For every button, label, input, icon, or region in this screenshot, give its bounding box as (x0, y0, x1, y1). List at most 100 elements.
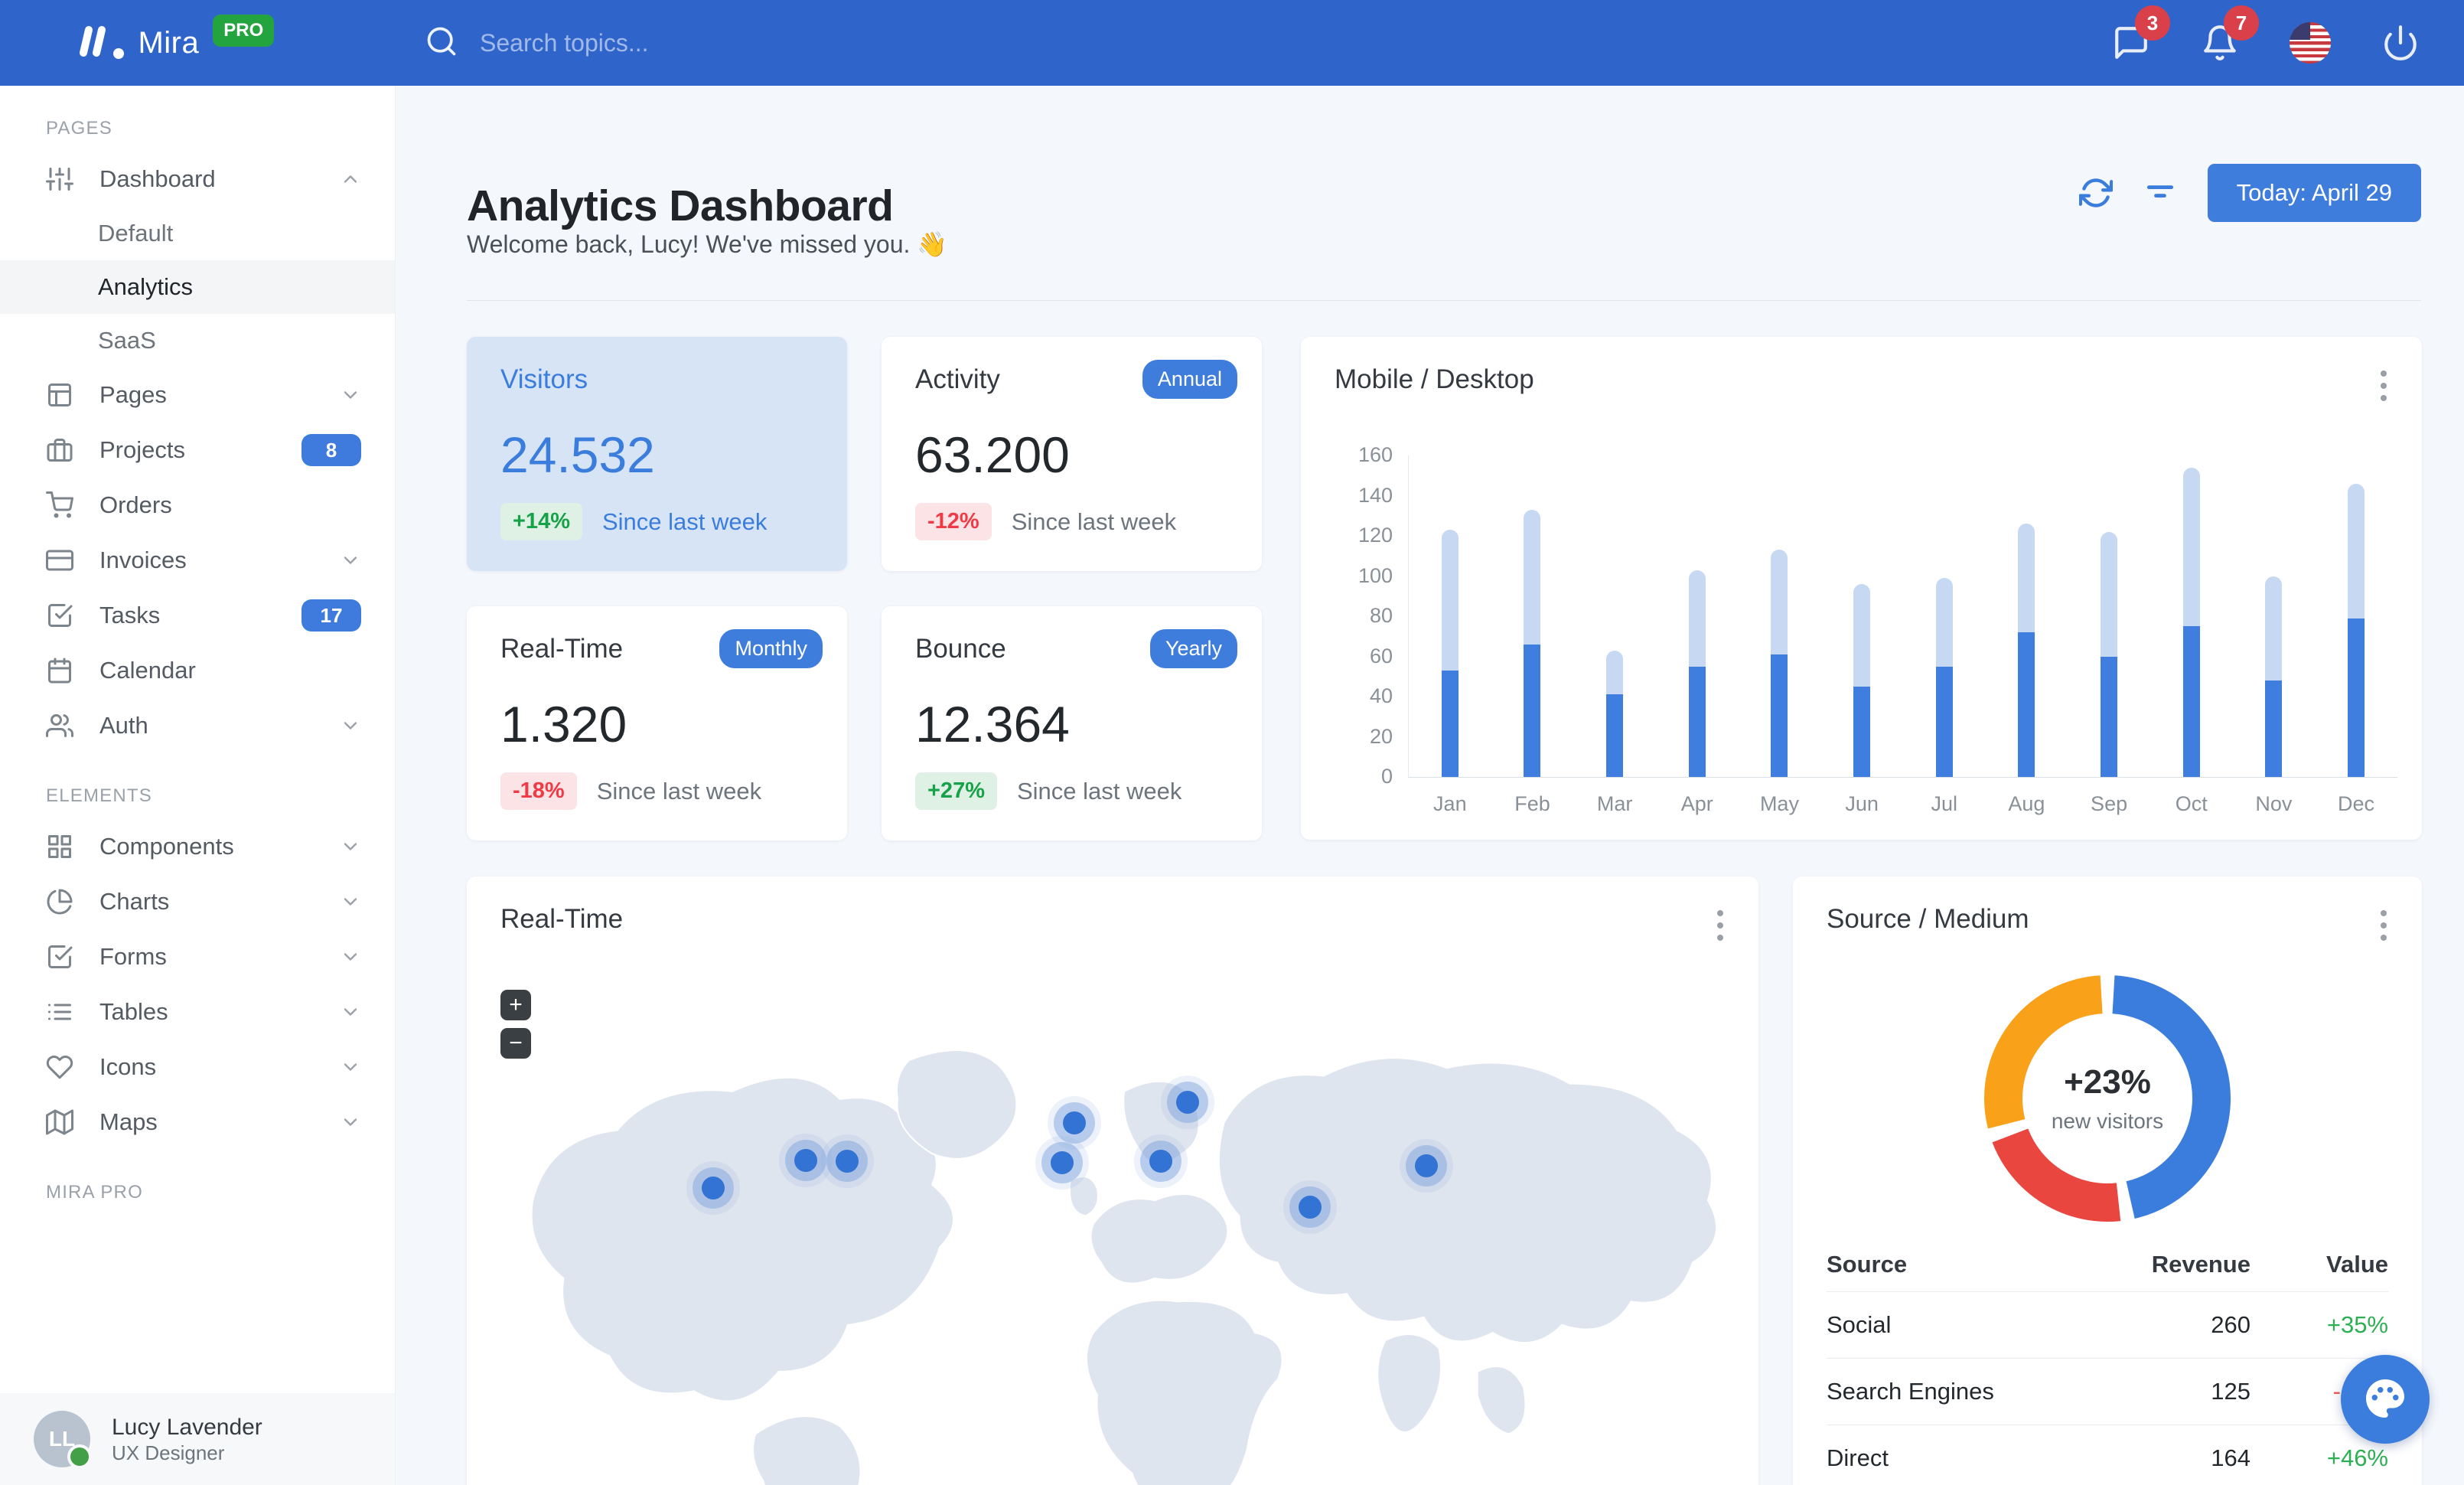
map-marker (1149, 1150, 1172, 1173)
x-axis-month-label: Apr (1680, 792, 1713, 815)
world-map-svg (530, 1049, 1718, 1485)
bar-segment-mobile (1441, 530, 1459, 671)
sidebar-subitem-default[interactable]: Default (98, 220, 174, 246)
map-marker (1063, 1111, 1086, 1134)
cell-value: +35% (2326, 1311, 2388, 1338)
kebab-menu-icon[interactable] (1713, 906, 1728, 945)
credit-card-icon (46, 547, 73, 574)
bounce-stat-card: Bounce Yearly 12.364 +27% Since last wee… (882, 606, 1262, 840)
sidebar-item-label: Orders (99, 491, 172, 518)
grid-icon (46, 833, 73, 860)
cell-revenue: 164 (2211, 1444, 2251, 1471)
sidebar-item-dashboard[interactable]: Dashboard (0, 152, 395, 207)
bar-segment-mobile (1606, 650, 1624, 695)
header-divider (467, 300, 2421, 301)
world-map[interactable] (479, 967, 1746, 1485)
bar-segment-mobile (1688, 570, 1706, 667)
avatar-initials: LL (48, 1427, 76, 1451)
x-axis-month-label: Nov (2255, 792, 2293, 815)
sidebar-item-forms[interactable]: Forms (0, 929, 395, 984)
theme-settings-fab[interactable] (2341, 1355, 2430, 1444)
search-input[interactable] (478, 28, 956, 58)
bar-segment-desktop (1771, 654, 1788, 777)
sidebar-item-label: Tables (99, 998, 168, 1025)
sidebar: PAGES Dashboard Default Analytics SaaS Pages P… (0, 86, 396, 1485)
col-value: Value (2326, 1251, 2388, 1278)
chevron-down-icon (340, 715, 361, 736)
brand[interactable]: Mira PRO (77, 0, 275, 86)
table-row-search-engines: Search Engines 125 -12% (1827, 1358, 2388, 1425)
sidebar-item-projects[interactable]: Projects 8 (0, 423, 395, 478)
map-zoom-in-button[interactable]: + (500, 990, 531, 1020)
sidebar-user-footer[interactable]: LL Lucy Lavender UX Designer (0, 1393, 395, 1485)
x-axis-month-label: Feb (1514, 792, 1550, 815)
activity-stat-card: Activity Annual 63.200 -12% Since last w… (882, 337, 1262, 571)
stat-period-badge[interactable]: Annual (1142, 360, 1237, 399)
language-flag-us[interactable] (2290, 22, 2331, 64)
page-title: Analytics Dashboard (467, 181, 894, 231)
donut-segment-search-engines (1984, 975, 2231, 1222)
kebab-menu-icon[interactable] (2376, 366, 2391, 406)
y-axis-tick-label: 160 (1357, 443, 1393, 466)
layout-icon (46, 381, 73, 409)
sidebar-item-calendar[interactable]: Calendar (0, 643, 395, 698)
chevron-down-icon (340, 836, 361, 857)
stat-period-badge[interactable]: Monthly (719, 629, 823, 668)
bar-segment-desktop (2182, 626, 2200, 777)
sidebar-item-pages[interactable]: Pages (0, 367, 395, 423)
sidebar-item-orders[interactable]: Orders (0, 478, 395, 533)
x-axis-month-label: Jun (1845, 792, 1879, 815)
filter-icon[interactable] (2143, 176, 2177, 210)
bar-segment-mobile (2182, 467, 2200, 627)
map-zoom-out-button[interactable]: − (500, 1028, 531, 1059)
refresh-icon[interactable] (2078, 176, 2114, 210)
sidebar-item-components[interactable]: Components (0, 819, 395, 874)
cell-source: Social (1827, 1311, 1892, 1338)
messages-icon[interactable]: 3 (2112, 5, 2170, 62)
sidebar-item-tables[interactable]: Tables (0, 984, 395, 1040)
today-date-button[interactable]: Today: April 29 (2207, 164, 2421, 222)
stat-title: Real-Time (500, 634, 624, 664)
bar-segment-desktop (1606, 694, 1624, 777)
sidebar-item-label: Invoices (99, 547, 187, 573)
cell-value: +46% (2326, 1444, 2388, 1471)
chevron-down-icon (340, 384, 361, 406)
source-table-header: Source Revenue Value (1827, 1238, 2388, 1291)
chart-title: Mobile / Desktop (1335, 364, 1534, 394)
notifications-bell-icon[interactable]: 7 (2201, 5, 2259, 62)
y-axis-tick-label: 140 (1357, 483, 1393, 507)
user-role: UX Designer (112, 1441, 225, 1465)
stat-period-badge[interactable]: Yearly (1149, 629, 1237, 668)
chevron-up-icon (340, 168, 361, 190)
y-axis-tick-label: 60 (1369, 644, 1393, 667)
bar-segment-mobile (2101, 531, 2118, 657)
map-card-title: Real-Time (500, 904, 624, 934)
sidebar-section-label: PAGES (46, 118, 112, 139)
stat-value: 24.532 (500, 426, 655, 483)
check-square-icon (46, 602, 73, 629)
sidebar-item-auth[interactable]: Auth (0, 698, 395, 753)
bar-sep: Sep (2091, 455, 2127, 815)
sidebar-item-icons[interactable]: Icons (0, 1040, 395, 1095)
stat-delta-chip: +14% (500, 503, 582, 540)
power-icon[interactable] (2381, 24, 2420, 62)
cell-revenue: 260 (2211, 1311, 2251, 1338)
sidebar-item-tasks[interactable]: Tasks 17 (0, 588, 395, 643)
bar-chart-plot-area: Jan Feb Mar Apr May Jun Jul Aug Sep Oct Nov Dec (1408, 455, 2397, 815)
sidebar-subitem-analytics[interactable]: Analytics (0, 260, 395, 314)
bar-aug: Aug (2008, 455, 2045, 815)
messages-badge: 3 (2135, 5, 2170, 41)
sidebar-item-maps[interactable]: Maps (0, 1095, 395, 1150)
col-revenue: Revenue (2151, 1251, 2251, 1278)
kebab-menu-icon[interactable] (2376, 906, 2391, 945)
chevron-down-icon (340, 1001, 361, 1023)
sidebar-item-invoices[interactable]: Invoices (0, 533, 395, 588)
col-source: Source (1827, 1251, 1908, 1278)
mira-logo-icon (77, 24, 125, 63)
bar-segment-mobile (1771, 550, 1788, 654)
map-marker (1051, 1151, 1074, 1174)
top-navbar: Mira PRO 3 7 (0, 0, 2464, 86)
sidebar-subitem-saas[interactable]: SaaS (98, 327, 156, 354)
bar-jun: Jun (1845, 455, 1879, 815)
sidebar-item-charts[interactable]: Charts (0, 874, 395, 929)
